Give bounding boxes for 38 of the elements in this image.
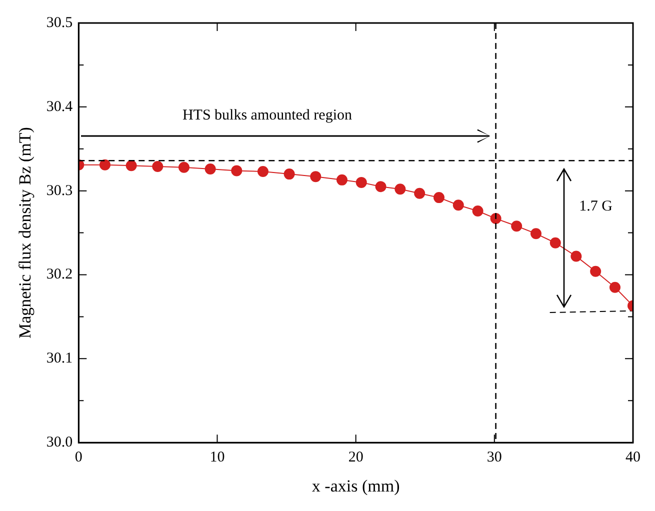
y-tick-label: 30.1 bbox=[46, 350, 73, 367]
annotation: HTS bulks amounted region bbox=[182, 108, 352, 124]
x-tick-label: 10 bbox=[210, 450, 225, 466]
y-axis-title: Magnetic flux density Bz (mT) bbox=[16, 127, 35, 339]
y-tick-label: 30.2 bbox=[46, 266, 73, 283]
annotation: 1.7 G bbox=[579, 198, 613, 215]
point bbox=[472, 205, 484, 216]
point bbox=[550, 237, 561, 248]
point bbox=[99, 159, 110, 170]
x-tick-label: 30 bbox=[486, 450, 502, 466]
y-tick-label: 30.3 bbox=[46, 182, 73, 199]
point bbox=[152, 161, 164, 172]
point bbox=[530, 228, 542, 240]
x-tick-label: 20 bbox=[348, 450, 364, 466]
x-axis-title: x -axis (mm) bbox=[312, 476, 400, 496]
point bbox=[126, 160, 137, 172]
y-tick-label: 30.5 bbox=[46, 14, 73, 31]
point bbox=[433, 192, 444, 204]
y-tick-label: 30.0 bbox=[46, 434, 73, 451]
point bbox=[356, 176, 367, 188]
point bbox=[231, 165, 242, 176]
point bbox=[375, 181, 386, 192]
x-tick-label: 40 bbox=[626, 450, 640, 466]
point bbox=[178, 162, 190, 173]
point bbox=[204, 164, 216, 175]
point bbox=[336, 174, 348, 186]
point bbox=[284, 168, 295, 180]
point bbox=[511, 220, 522, 232]
point bbox=[609, 282, 620, 293]
point bbox=[257, 166, 268, 178]
point bbox=[310, 171, 322, 182]
point bbox=[414, 188, 426, 199]
y-tick-label: 30.4 bbox=[46, 98, 74, 115]
x-tick-label: 0 bbox=[74, 450, 82, 466]
point bbox=[590, 266, 602, 277]
point bbox=[570, 250, 582, 262]
point bbox=[394, 184, 406, 195]
point bbox=[452, 200, 464, 211]
